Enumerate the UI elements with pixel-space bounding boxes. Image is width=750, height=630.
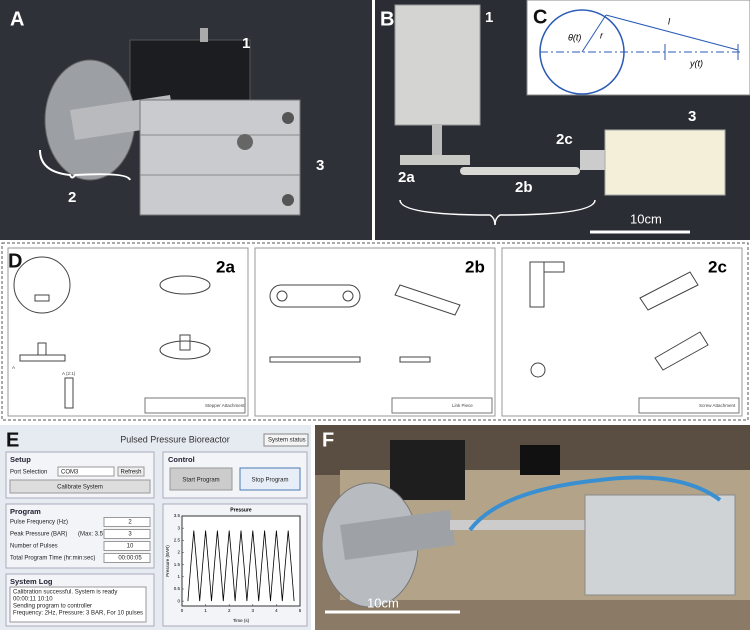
panel-label: A xyxy=(10,8,24,30)
port-value: COM3 xyxy=(61,470,79,476)
panel-f: F 10cm xyxy=(315,425,750,630)
refresh-button[interactable] xyxy=(117,466,145,477)
symbol: l xyxy=(668,16,671,26)
sheet-title: Stepper Attachment xyxy=(205,403,245,408)
field-label: Port Selection xyxy=(10,470,47,476)
field-input[interactable] xyxy=(103,553,151,563)
group-heading: Control xyxy=(168,455,195,464)
window-title: Pulsed Pressure Bioreactor xyxy=(120,434,230,444)
panel-a: A 1 2 3 xyxy=(0,0,372,240)
panel-label: E xyxy=(6,429,19,451)
callout: 1 xyxy=(242,35,250,52)
symbol: θ(t) xyxy=(568,32,581,42)
scale-label: 10cm xyxy=(630,211,662,226)
panel-e: E Pulsed Pressure Bioreactor System stat… xyxy=(0,425,311,630)
log-line: Calibration successful. System is ready xyxy=(13,590,117,596)
group-heading: System Log xyxy=(10,577,53,586)
calibrate-button[interactable] xyxy=(9,479,151,494)
view-label: A xyxy=(12,365,15,370)
stop-button[interactable] xyxy=(239,467,301,491)
sheet-label: 2a xyxy=(216,257,235,276)
callout: 2c xyxy=(556,131,573,148)
panel-label: D xyxy=(8,250,22,272)
panel-c: C θ(t) r l y(t) xyxy=(526,0,750,96)
y-tick-label: 3 xyxy=(177,525,180,530)
x-tick-label: 0 xyxy=(181,608,184,613)
detail-label: A (2:1) xyxy=(62,371,76,376)
x-tick-label: 2 xyxy=(228,608,231,613)
y-tick-label: 2 xyxy=(177,550,180,555)
sheet-title: Screw Attachment xyxy=(699,403,736,408)
group-heading: Setup xyxy=(10,455,31,464)
panel-d: D 2a 2b 2c Stepper Attachment Link Piece… xyxy=(1,242,749,421)
field-value: 00:00:05 xyxy=(118,556,142,562)
scale-label: 10cm xyxy=(367,595,399,610)
panel-label: C xyxy=(533,6,547,28)
panel-label: B xyxy=(380,8,394,30)
y-tick-label: 1.5 xyxy=(174,562,181,567)
plot-area xyxy=(181,515,301,607)
plot-title: Pressure xyxy=(230,507,252,513)
y-tick-label: 2.5 xyxy=(174,538,181,543)
x-axis-label: Time (s) xyxy=(233,618,250,623)
pressure-line xyxy=(187,530,295,602)
log-line: Frequency: 2Hz, Pressure: 3 BAR, For 10 … xyxy=(13,611,143,617)
callout: 3 xyxy=(316,157,324,174)
field-input[interactable] xyxy=(103,517,151,527)
x-tick-label: 4 xyxy=(275,608,278,613)
field-label: Total Program Time (hr:min:sec) xyxy=(10,556,95,562)
y-tick-label: 0.5 xyxy=(174,586,181,591)
field-input[interactable] xyxy=(103,529,151,539)
port-select[interactable] xyxy=(57,466,115,477)
button-text: Refresh xyxy=(120,470,141,476)
callout: 2b xyxy=(515,179,533,196)
log-line: 00:00:11 10:10 xyxy=(13,597,53,603)
button-text: Stop Program xyxy=(251,478,288,484)
button-text: Calibrate System xyxy=(57,485,103,491)
status-text: System status xyxy=(268,438,306,444)
field-input[interactable] xyxy=(103,541,151,551)
field-note: (Max: 3.57) xyxy=(78,532,108,538)
callout: 2a xyxy=(398,169,415,186)
symbol: y(t) xyxy=(689,58,703,68)
symbol: r xyxy=(600,30,604,40)
start-button[interactable] xyxy=(169,467,233,491)
y-axis-label: Pressure (BAR) xyxy=(165,545,170,577)
field-label: Peak Pressure (BAR) xyxy=(10,532,67,538)
callout: 2 xyxy=(68,189,76,206)
log-line: Sending program to controller xyxy=(13,604,92,610)
sheet-title: Link Piece xyxy=(452,403,473,408)
x-tick-label: 3 xyxy=(252,608,255,613)
x-tick-label: 5 xyxy=(299,608,302,613)
y-tick-label: 3.5 xyxy=(174,513,181,518)
pressure-plot: Pressure Time (s) Pressure (BAR) 0 1 2 3 4 5 0 0.5… xyxy=(165,507,302,623)
x-tick-label: 1 xyxy=(204,608,207,613)
program-fields: Pulse Frequency (Hz) 2 Peak Pressure (BAR)… xyxy=(10,517,151,563)
field-value: 10 xyxy=(127,544,134,550)
sheet-label: 2c xyxy=(708,257,727,276)
y-tick-label: 1 xyxy=(177,574,180,579)
field-label: Number of Pulses xyxy=(10,544,58,550)
panel-label: F xyxy=(322,429,334,451)
callout: 1 xyxy=(485,9,493,26)
field-value: 3 xyxy=(128,532,132,538)
sheet-label: 2b xyxy=(465,257,485,276)
callout: 3 xyxy=(688,108,696,125)
group-heading: Program xyxy=(10,507,41,516)
field-label: Pulse Frequency (Hz) xyxy=(10,520,68,526)
button-text: Start Program xyxy=(182,478,219,484)
status-button[interactable] xyxy=(263,433,309,447)
field-value: 2 xyxy=(128,520,132,526)
system-log: Calibration successful. System is ready0… xyxy=(13,590,143,617)
y-tick-label: 0 xyxy=(177,598,180,603)
